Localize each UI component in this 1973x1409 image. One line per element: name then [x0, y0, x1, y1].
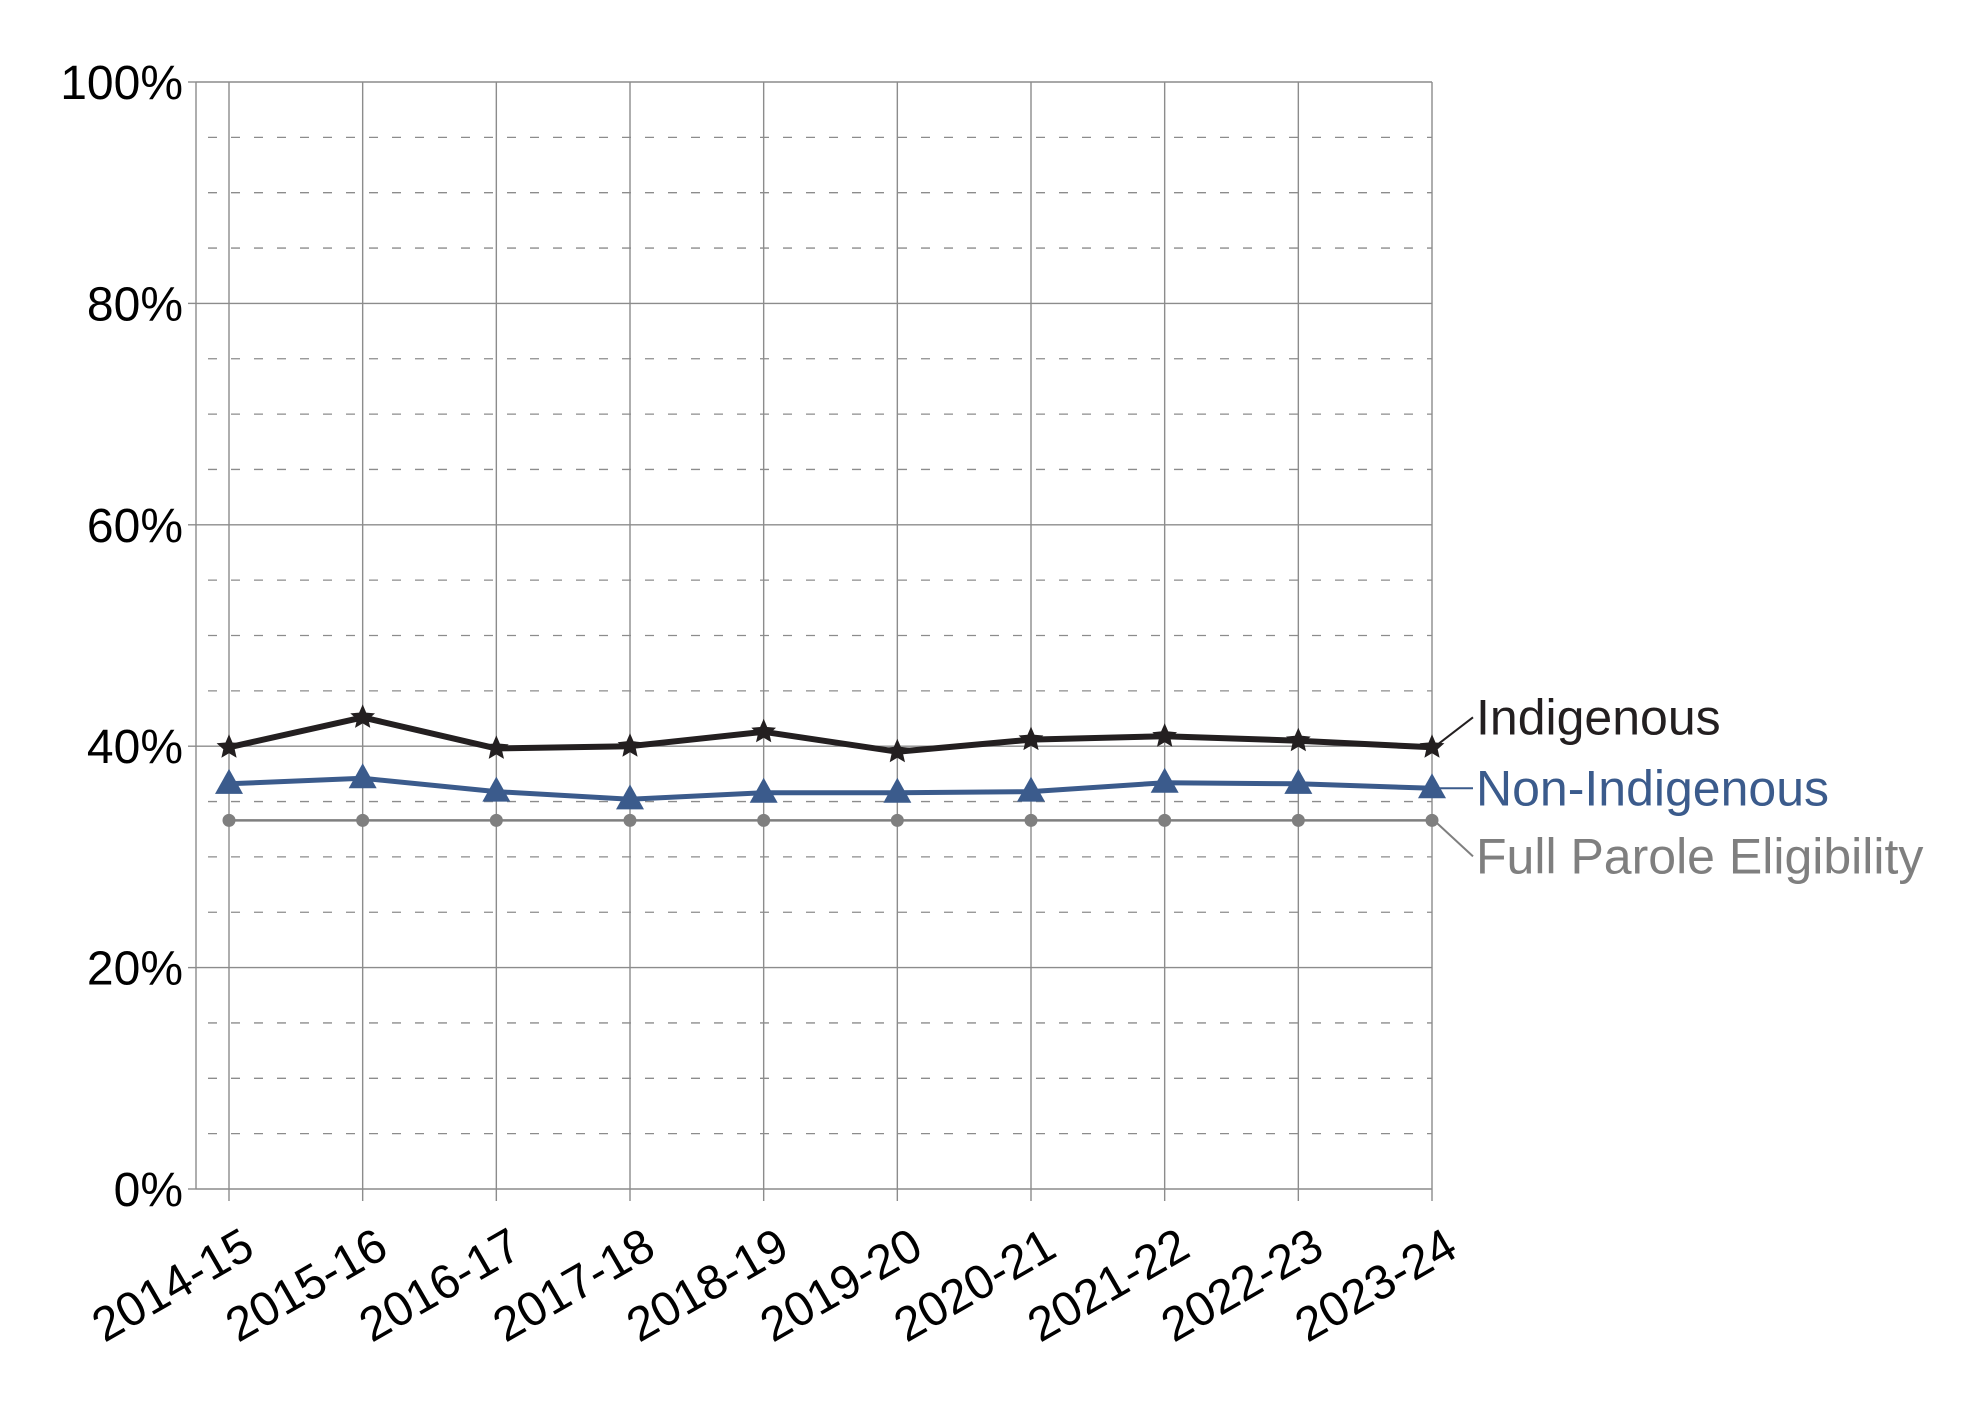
- series-line-indigenous: [226, 714, 1435, 755]
- series-labels: Full Parole Eligibility Non-Indigenous Ind…: [1433, 689, 1923, 884]
- data-point-indigenous: [885, 738, 910, 763]
- data-point-full-parole-eligibility: [356, 813, 370, 827]
- data-point-non-indigenous: [616, 784, 644, 810]
- axes: 0%20%40%60%80%100%2014-152015-162016-172…: [60, 57, 1465, 1353]
- data-point-full-parole-eligibility: [1425, 813, 1439, 827]
- data-point-full-parole-eligibility: [1024, 813, 1038, 827]
- y-tick-label: 60%: [87, 500, 183, 553]
- series-label-full-parole-eligibility: Full Parole Eligibility: [1476, 828, 1923, 884]
- data-point-indigenous: [1419, 734, 1445, 758]
- data-point-non-indigenous: [482, 776, 511, 802]
- data-point-indigenous: [1286, 727, 1311, 752]
- data-point-full-parole-eligibility: [1291, 813, 1305, 827]
- data-point-indigenous: [216, 734, 242, 758]
- data-point-full-parole-eligibility: [1158, 813, 1172, 827]
- data-point-indigenous: [350, 704, 375, 728]
- data-point-full-parole-eligibility: [890, 813, 904, 827]
- y-tick-label: 0%: [114, 1164, 183, 1217]
- y-tick-label: 100%: [60, 57, 183, 110]
- y-tick-label: 80%: [87, 278, 183, 331]
- y-tick-label: 40%: [87, 721, 183, 774]
- data-point-indigenous: [1152, 723, 1177, 747]
- series-line-non-indigenous: [226, 775, 1435, 802]
- data-point-indigenous: [617, 733, 643, 757]
- data-point-non-indigenous: [348, 763, 377, 789]
- data-point-non-indigenous: [1418, 773, 1446, 799]
- leader-line-full-parole-eligibility: [1433, 819, 1474, 858]
- data-point-non-indigenous: [1017, 776, 1045, 802]
- data-point-full-parole-eligibility: [222, 813, 236, 827]
- data-point-full-parole-eligibility: [489, 813, 503, 827]
- data-point-non-indigenous: [749, 777, 778, 803]
- series-label-indigenous: Indigenous: [1476, 689, 1721, 745]
- y-tick-label: 20%: [87, 943, 183, 996]
- data-point-indigenous: [484, 735, 509, 759]
- data-point-non-indigenous: [215, 768, 243, 794]
- series-layer: [215, 704, 1446, 827]
- data-point-non-indigenous: [1150, 767, 1179, 793]
- data-point-indigenous: [751, 718, 776, 743]
- gridlines: [196, 81, 1433, 1190]
- series-label-non-indigenous: Non-Indigenous: [1476, 760, 1829, 816]
- data-point-non-indigenous: [1284, 768, 1313, 794]
- data-point-full-parole-eligibility: [623, 813, 637, 827]
- data-point-non-indigenous: [883, 777, 912, 803]
- leader-line-indigenous: [1433, 716, 1474, 749]
- data-point-indigenous: [1018, 726, 1044, 751]
- data-point-full-parole-eligibility: [757, 813, 771, 827]
